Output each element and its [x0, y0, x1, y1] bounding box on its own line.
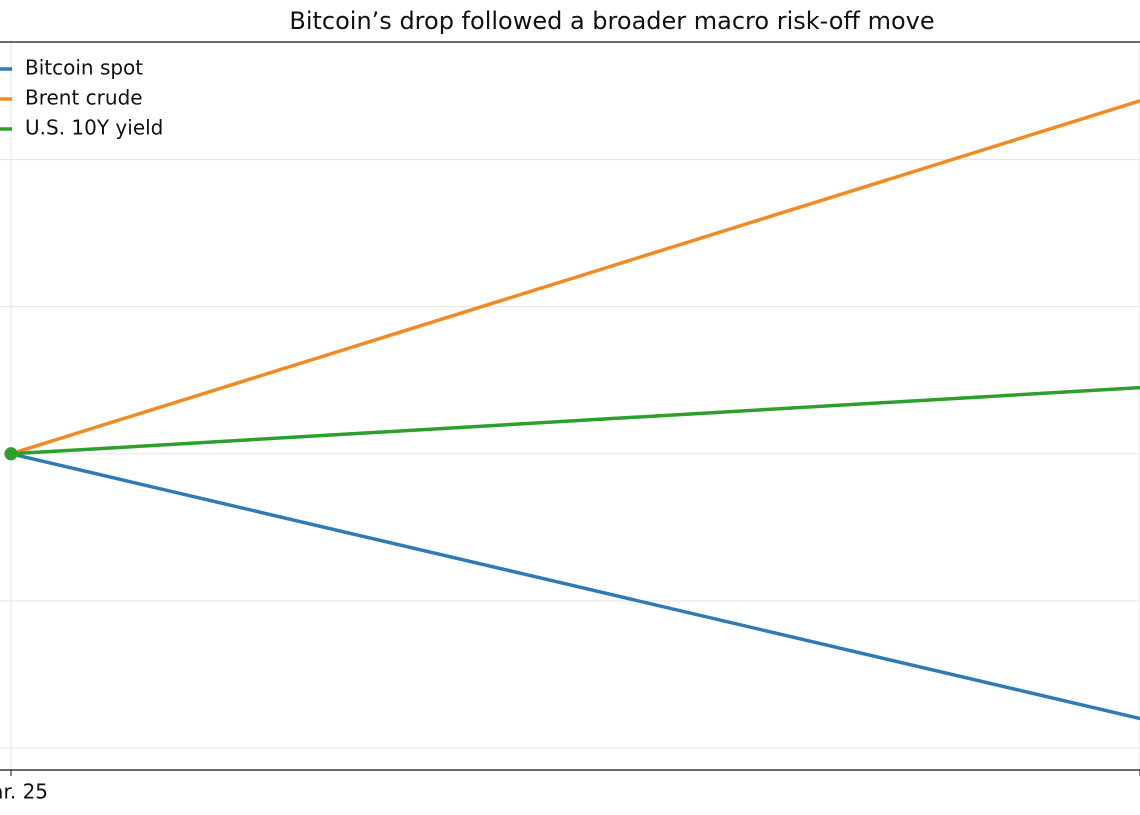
chart-title: Bitcoin’s drop followed a broader macro … [289, 7, 934, 35]
series-marker [4, 447, 18, 461]
legend-label: U.S. 10Y yield [25, 116, 163, 140]
legend-label: Bitcoin spot [25, 56, 143, 80]
series-line [10, 385, 1140, 456]
series-line [10, 99, 1140, 456]
series-line [10, 452, 1140, 721]
x-tick-label: Mar. 25 [0, 780, 48, 804]
legend-label: Brent crude [25, 86, 143, 110]
